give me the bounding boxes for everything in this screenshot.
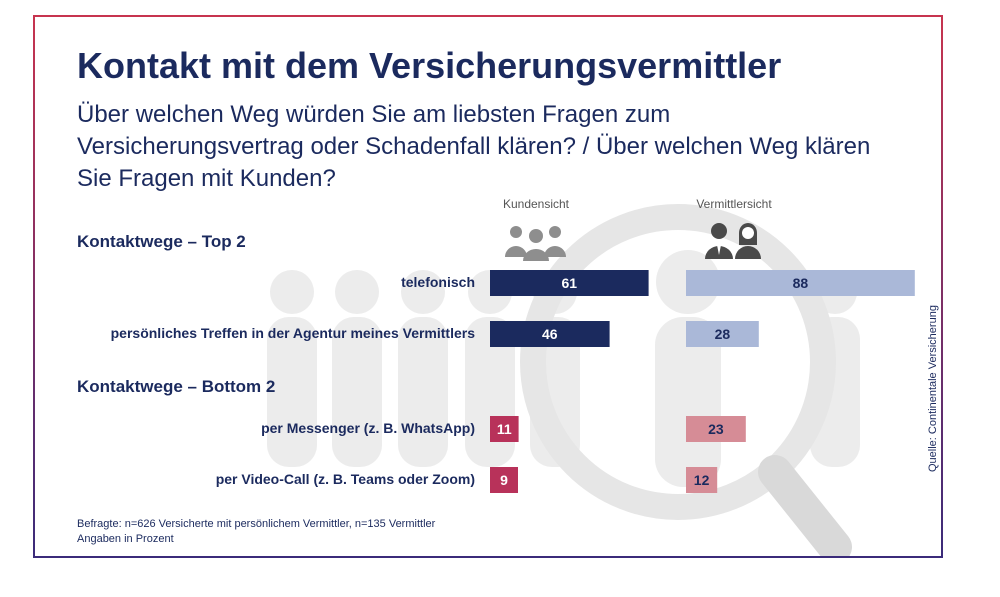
column-header-vermittlersicht: Vermittlersicht [696,197,772,211]
bar-vermittlersicht-2 [686,416,746,442]
businessman-businesswoman-icon [705,223,761,259]
data-label-vermittlersicht-0: 88 [793,275,809,291]
data-label-kundensicht-2: 11 [497,421,512,437]
section-heading-top: Kontaktwege – Top 2 [77,232,246,251]
chart-subtitle: Über welchen Weg würden Sie am liebsten … [77,101,871,192]
data-label-kundensicht-3: 9 [500,472,508,488]
bar-kundensicht-0 [490,270,649,296]
footnote: Befragte: n=626 Versicherte mit persönli… [77,517,435,547]
category-label-persoenliches-treffen: persönliches Treffen in der Agentur mein… [110,325,475,341]
page-title: Kontakt mit dem Versicherungsvermittler [77,45,782,86]
chart-frame: Kontakt mit dem Versicherungsvermittler … [33,15,943,558]
footnote-respondents: Befragte: n=626 Versicherte mit persönli… [77,518,436,530]
category-label-video-call: per Video-Call (z. B. Teams oder Zoom) [215,471,475,487]
column-header-kundensicht: Kundensicht [502,197,570,211]
data-label-vermittlersicht-3: 12 [694,472,710,488]
data-label-kundensicht-0: 61 [562,275,578,291]
section-heading-bottom: Kontaktwege – Bottom 2 [77,377,276,396]
bar-vermittlersicht-1 [686,321,759,347]
category-label-messenger: per Messenger (z. B. WhatsApp) [261,420,475,436]
bar-kundensicht-3 [490,467,518,493]
bar-kundensicht-1 [490,321,610,347]
magnifier-illustration [520,204,852,556]
bar-vermittlersicht-3 [686,467,718,493]
source-credit: Quelle: Continentale Versicherung [927,305,939,472]
category-label-telefonisch: telefonisch [401,274,475,290]
group-of-people-icon [505,226,566,261]
bar-chart: 61 46 11 9 88 28 23 12 [490,270,915,493]
data-label-vermittlersicht-2: 23 [708,421,724,437]
footnote-unit: Angaben in Prozent [77,533,174,545]
data-label-vermittlersicht-1: 28 [715,326,731,342]
data-label-kundensicht-1: 46 [542,326,558,342]
bar-vermittlersicht-0 [686,270,915,296]
bar-kundensicht-2 [490,416,519,442]
